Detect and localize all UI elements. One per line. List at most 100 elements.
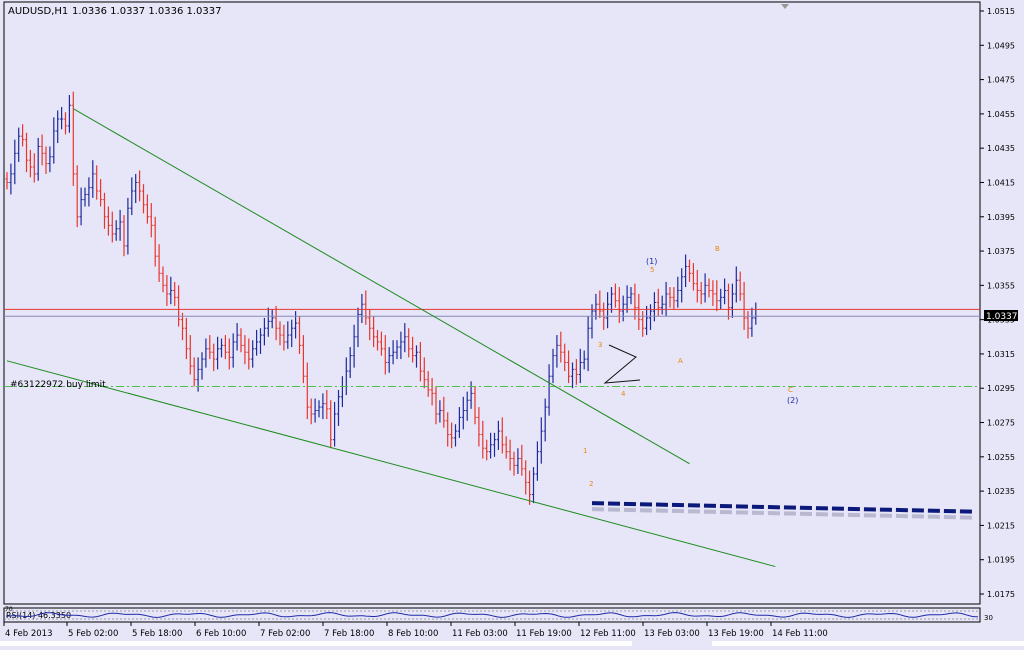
ohlc-bar — [438, 400, 442, 423]
ohlc-bar — [469, 381, 473, 409]
indicator-frame — [3, 607, 981, 623]
price-tick-label: 1.0355 — [987, 281, 1015, 290]
ohlc-bar — [621, 295, 625, 322]
price-tick-label: 1.0235 — [987, 487, 1015, 496]
ohlc-bar — [110, 211, 114, 243]
time-tick-label: 11 Feb 19:00 — [516, 629, 572, 639]
ohlc-bar — [274, 305, 278, 341]
ohlc-bar — [598, 290, 602, 318]
ohlc-bar — [44, 146, 48, 174]
ohlc-bar — [231, 333, 235, 368]
ohlc-bar — [219, 338, 224, 358]
ohlc-bar — [524, 460, 528, 495]
ohlc-bar — [711, 280, 715, 306]
ohlc-bar — [539, 417, 543, 464]
ohlc-bar — [239, 328, 243, 353]
ohlc-bar — [395, 340, 399, 360]
drawn-lines — [4, 108, 980, 568]
ohlc-bar — [180, 312, 185, 341]
ohlc-bar — [570, 362, 575, 389]
ohlc-bar — [531, 467, 536, 504]
shift-marker-icon[interactable] — [781, 4, 789, 9]
ohlc-bar — [535, 441, 539, 481]
ohlc-bar — [153, 216, 157, 267]
ohlc-bar — [481, 420, 485, 459]
scroll-strip-right — [712, 641, 1024, 646]
ohlc-bar — [547, 364, 551, 416]
ohlc-bar — [746, 311, 750, 339]
ohlc-bar — [637, 293, 641, 330]
wave-label: A — [678, 357, 683, 365]
ohlc-bar — [165, 275, 169, 306]
ohlc-bar — [450, 422, 454, 449]
ohlc-bar — [91, 160, 95, 198]
ohlc-bar — [551, 348, 555, 384]
ohlc-bar — [672, 287, 676, 310]
ohlc-bar — [578, 348, 582, 384]
ohlc-bar — [149, 203, 153, 238]
ohlc-bar — [40, 134, 44, 166]
ohlc-bar — [294, 311, 298, 339]
ohlc-bar — [95, 165, 99, 200]
buy-limit-order-label[interactable]: #63122972 buy limit — [10, 380, 106, 390]
ohlc-bar — [734, 266, 738, 303]
wave-label: C — [788, 386, 793, 394]
ohlc-bar — [414, 345, 419, 368]
ohlc-bar — [56, 110, 60, 144]
ohlc-bar — [235, 323, 239, 351]
ohlc-bar — [516, 448, 520, 474]
current-price-tag — [984, 310, 1018, 321]
ohlc-bar — [83, 187, 87, 207]
ohlc-bar — [461, 396, 465, 430]
ohlc-bar — [567, 350, 571, 384]
time-tick-label: 7 Feb 18:00 — [324, 629, 374, 639]
ohlc-bar — [719, 288, 723, 310]
triangle-pattern[interactable] — [603, 344, 641, 384]
ohlc-bar — [9, 163, 13, 195]
ohlc-bar — [243, 335, 247, 365]
ohlc-bar — [442, 396, 446, 428]
ohlc-bar — [606, 292, 610, 329]
time-tick-label: 14 Feb 11:00 — [772, 629, 828, 639]
ohlc-bar — [742, 281, 746, 330]
ohlc-bar — [24, 132, 29, 173]
symbol-label: AUDUSD,H1 — [8, 6, 68, 17]
ohlc-bar — [309, 398, 313, 425]
ohlc-bar — [715, 280, 719, 312]
ohlc-bar — [520, 444, 524, 476]
ohlc-bar — [422, 357, 426, 389]
time-tick-label: 13 Feb 19:00 — [708, 629, 764, 639]
main-plot-frame — [3, 1, 981, 605]
ohlc-bar — [629, 287, 633, 305]
ohlc-bar — [555, 335, 559, 368]
price-tick-label: 1.0315 — [987, 350, 1015, 359]
ohlc-bar — [134, 173, 138, 204]
ohlc-bar — [656, 288, 660, 317]
ohlc-bar — [387, 347, 391, 373]
time-tick-label: 4 Feb 2013 — [5, 629, 53, 639]
rsi-label: RSI(14) 46.3350 — [6, 611, 71, 620]
ohlc-bar — [141, 184, 146, 214]
ohlc-bar — [508, 439, 512, 471]
ohlc-bar — [290, 319, 294, 348]
lower-falling-trendline[interactable] — [6, 360, 776, 568]
ohlc-bar — [251, 340, 255, 368]
ohlc-bar — [204, 338, 208, 368]
upper-falling-trendline[interactable] — [73, 108, 690, 465]
ohlc-bar — [375, 329, 380, 351]
ohlc-bar — [161, 266, 165, 293]
ohlc-bar — [676, 276, 680, 308]
ohlc-bar — [297, 316, 302, 354]
ohlc-bar — [200, 352, 204, 380]
ohlc-bar — [52, 117, 56, 164]
ohlc-bar — [695, 269, 699, 303]
price-tick-label: 1.0295 — [987, 384, 1015, 393]
ohlc-bar — [730, 283, 734, 318]
ohlc-bar — [723, 278, 727, 305]
ohlc-bar — [262, 317, 266, 346]
wave-label: B — [715, 245, 720, 253]
ohlc-bar — [157, 244, 161, 282]
ohlc-bar — [496, 420, 500, 450]
ohlc-bar — [645, 305, 649, 336]
